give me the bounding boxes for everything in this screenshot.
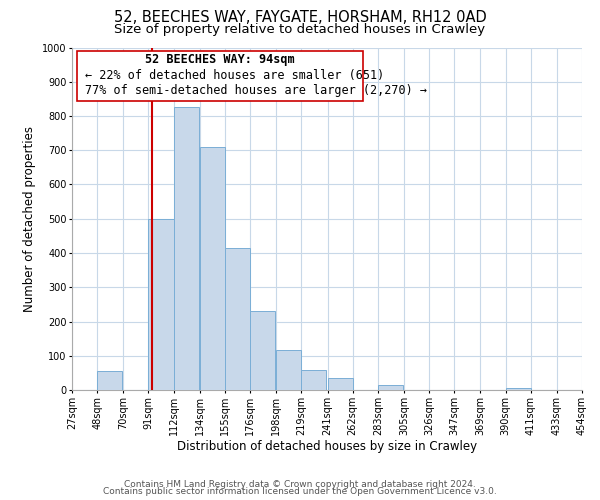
Bar (173, 108, 199, 390)
Text: 52, BEECHES WAY, FAYGATE, HORSHAM, RH12 0AD: 52, BEECHES WAY, FAYGATE, HORSHAM, RH12 … (113, 10, 487, 25)
Text: Contains HM Land Registry data © Crown copyright and database right 2024.: Contains HM Land Registry data © Crown c… (124, 480, 476, 489)
Text: Contains public sector information licensed under the Open Government Licence v3: Contains public sector information licen… (103, 488, 497, 496)
Bar (328, 378, 353, 390)
Text: Size of property relative to detached houses in Crawley: Size of property relative to detached ho… (115, 22, 485, 36)
Bar (276, 350, 301, 390)
Text: ← 22% of detached houses are smaller (651): ← 22% of detached houses are smaller (65… (85, 68, 384, 82)
X-axis label: Distribution of detached houses by size in Crawley: Distribution of detached houses by size … (177, 440, 477, 454)
Y-axis label: Number of detached properties: Number of detached properties (23, 126, 37, 312)
FancyBboxPatch shape (77, 51, 363, 100)
Bar (506, 388, 530, 390)
Text: 52 BEECHES WAY: 94sqm: 52 BEECHES WAY: 94sqm (145, 52, 295, 66)
Text: 77% of semi-detached houses are larger (2,270) →: 77% of semi-detached houses are larger (… (85, 84, 427, 98)
Bar (97, 371, 122, 390)
Bar (301, 370, 326, 390)
Bar (200, 147, 225, 390)
Bar (250, 311, 275, 390)
Bar (225, 248, 250, 390)
Bar (378, 385, 403, 390)
Bar (148, 219, 173, 390)
